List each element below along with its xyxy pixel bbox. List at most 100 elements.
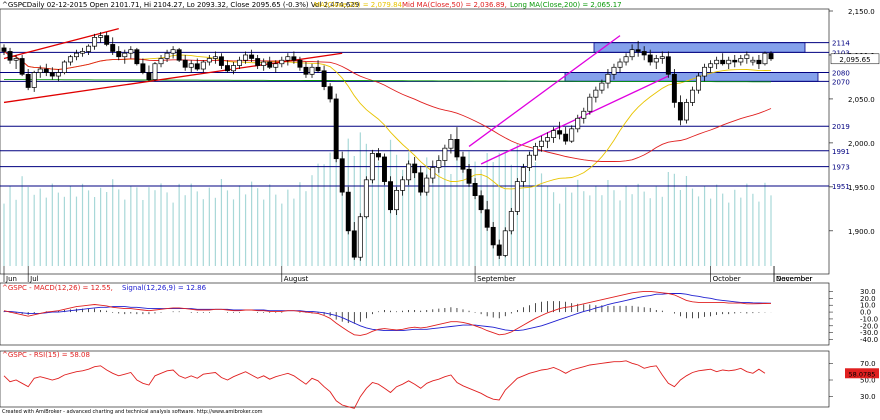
volume-bar: [15, 199, 17, 266]
volume-bar: [323, 164, 325, 266]
macd-tick-label: -40.0: [860, 336, 878, 344]
month-label: November: [776, 275, 813, 283]
volume-bar: [728, 202, 730, 266]
volume-bar: [257, 188, 259, 266]
candle-body: [382, 156, 387, 182]
volume-bar: [45, 197, 47, 266]
candle-body: [357, 216, 363, 258]
ma50-line: [3, 51, 772, 162]
volume-bar: [655, 186, 657, 266]
volume-bar: [166, 192, 168, 266]
volume-bar: [583, 191, 585, 266]
volume-bar: [740, 197, 742, 266]
volume-bar: [649, 198, 651, 266]
candle-body: [261, 61, 267, 66]
candle-body: [418, 172, 424, 193]
ma20-legend: MA(Close,20) = 2,079.84,: [314, 1, 404, 9]
candle-body: [182, 59, 188, 68]
candle-body: [243, 54, 249, 61]
volume-bar: [317, 163, 319, 266]
candle-body: [478, 195, 484, 211]
macd-tick-label: 10.0: [860, 302, 876, 310]
volume-bar: [468, 151, 470, 266]
volume-bar: [130, 185, 132, 266]
volume-bar: [3, 203, 5, 266]
volume-bar: [281, 203, 283, 266]
candle-body: [762, 52, 768, 65]
candle-body: [424, 177, 430, 193]
volume-bar: [552, 192, 555, 266]
candle-body: [702, 66, 708, 77]
channel-lower: [480, 75, 669, 165]
volume-bar: [33, 194, 35, 266]
candle-body: [406, 163, 412, 181]
rsi-current-box: [845, 368, 879, 379]
rsi-line: [3, 360, 766, 409]
candle-body: [285, 56, 291, 61]
candle-body: [67, 56, 73, 63]
volume-bar: [401, 169, 404, 266]
level-label: 2080: [832, 70, 850, 78]
rsi-current-label: 58.0785: [849, 370, 876, 378]
candle-body: [255, 58, 261, 66]
macd-tick-label: 30.0: [860, 288, 876, 296]
candle-body: [484, 209, 490, 228]
candle-body: [176, 49, 182, 61]
level-label: 1973: [832, 164, 850, 172]
macd-tick-label: -20.0: [860, 322, 878, 330]
volume-bar: [438, 157, 440, 266]
candle-body: [460, 156, 466, 170]
candle-body: [146, 72, 152, 80]
volume-bar: [81, 183, 84, 266]
ma200-line: [4, 79, 771, 83]
volume-bar: [202, 199, 204, 266]
level-label: 1951: [832, 183, 850, 191]
candle-body: [388, 181, 393, 211]
candle-body: [13, 58, 19, 61]
volume-bar: [190, 183, 192, 266]
candle-body: [140, 63, 146, 73]
rsi-panel: [0, 350, 830, 408]
candle-body: [188, 63, 194, 68]
macd-title: ^GSPC - MACD(12,26) = 12.55,: [2, 284, 113, 292]
candle-body: [128, 49, 134, 54]
candle-body: [647, 54, 653, 63]
volume-bar: [293, 198, 295, 266]
month-label: Jul: [29, 275, 39, 283]
channel-upper: [468, 35, 621, 147]
volume-bar: [269, 184, 271, 266]
volume-bar: [758, 201, 760, 266]
candle-body: [533, 146, 538, 156]
volume-bar: [341, 156, 343, 266]
candle-body: [363, 179, 369, 218]
macd-line: [3, 290, 772, 336]
candle-body: [611, 66, 617, 75]
volume-bar: [118, 189, 120, 266]
candle-body: [472, 182, 478, 197]
candle-body: [599, 82, 605, 91]
resistance-zone: [593, 42, 806, 53]
volume-bar: [522, 163, 524, 266]
macd-signal-title: Signal(12,26,9) = 12.86: [122, 284, 207, 292]
chart-info: - Daily 02-12-2015 Open 2101.71, Hi 2104…: [22, 1, 359, 9]
level-label: 2070: [832, 78, 850, 86]
candle-body: [557, 130, 563, 135]
volume-bar: [377, 161, 380, 266]
trendline-lower: [3, 52, 343, 104]
candle-body: [690, 89, 695, 103]
candle-body: [539, 140, 544, 147]
macd-signal-line: [4, 293, 772, 332]
volume-bar: [136, 187, 138, 266]
candle-body: [327, 86, 333, 100]
candle-body: [152, 63, 158, 80]
candle-body: [490, 226, 496, 246]
volume-bar: [408, 152, 410, 266]
volume-bar: [287, 189, 289, 266]
current-price-label: 2,095.65: [839, 56, 870, 64]
candle-body: [31, 72, 37, 88]
candle-body: [224, 65, 230, 72]
volume-bar: [601, 195, 603, 266]
candle-body: [708, 63, 714, 68]
candle-body: [339, 158, 345, 193]
